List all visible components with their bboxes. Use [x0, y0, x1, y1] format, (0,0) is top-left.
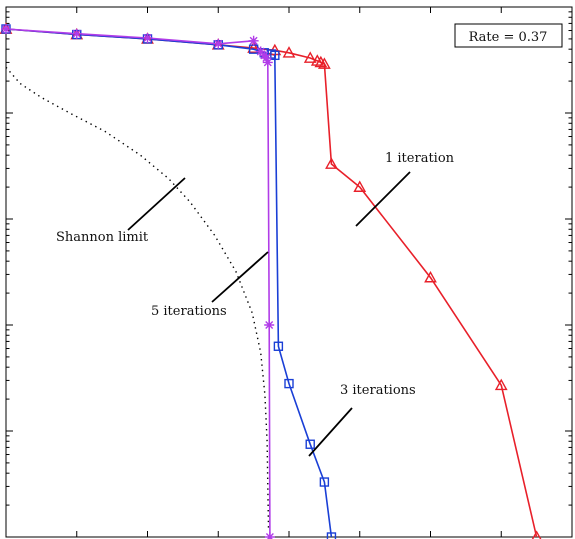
point-5-iterations-0 [1, 24, 11, 35]
point-1-iteration-15 [531, 530, 542, 539]
annotations: 1 iteration 3 iterations 5 iterations Sh… [56, 151, 455, 457]
point-5-iterations-5 [255, 46, 266, 57]
point-3-iterations-11 [319, 477, 330, 487]
annotation-pointer-shannon-limit [127, 177, 186, 231]
rate-box: Rate = 0.37 [454, 23, 563, 48]
point-3-iterations-10 [305, 439, 315, 449]
point-5-iterations-7 [261, 53, 272, 64]
series-line-shannon-limit [5, 66, 270, 529]
point-1-iteration-13 [424, 270, 437, 283]
point-1-iteration-14 [494, 378, 508, 391]
point-5-iterations-4 [248, 35, 259, 46]
point-3-iterations-7 [270, 50, 280, 61]
series-line-3-iterations [5, 28, 333, 538]
rate-box-label: Rate = 0.37 [469, 30, 548, 45]
point-5-iterations-2 [142, 32, 153, 43]
point-1-iteration-8 [310, 54, 324, 66]
point-5-iterations-3 [213, 38, 224, 49]
point-3-iterations-12 [326, 532, 337, 539]
annotation-3-iterations: 3 iterations [340, 383, 416, 398]
point-1-iteration-10 [317, 57, 331, 69]
point-5-iterations-10 [264, 532, 275, 539]
point-5-iterations-8 [262, 57, 273, 68]
annotation-1-iteration: 1 iteration [385, 151, 455, 166]
point-1-iteration-7 [303, 51, 317, 63]
point-3-iterations-9 [284, 378, 294, 389]
annotation-pointer-3-iterations [308, 407, 353, 457]
annotation-pointer-5-iterations [211, 251, 269, 303]
point-1-iteration-4 [247, 41, 261, 53]
point-1-iteration-11 [325, 157, 338, 169]
plot-frame [5, 6, 573, 538]
point-3-iterations-8 [273, 341, 284, 351]
point-1-iteration-6 [282, 46, 296, 58]
annotation-pointer-1-iteration [355, 171, 411, 227]
rate-box-frame [454, 23, 563, 48]
axes [5, 6, 573, 538]
point-1-iteration-12 [353, 180, 367, 192]
series-markers [0, 22, 542, 539]
point-5-iterations-1 [71, 28, 82, 39]
point-5-iterations-9 [264, 320, 275, 330]
series-line-5-iterations [5, 28, 271, 538]
series-line-1-iteration [5, 28, 538, 538]
annotation-shannon-limit: Shannon limit [56, 230, 149, 245]
annotation-5-iterations: 5 iterations [151, 304, 227, 319]
series-lines [5, 28, 538, 538]
